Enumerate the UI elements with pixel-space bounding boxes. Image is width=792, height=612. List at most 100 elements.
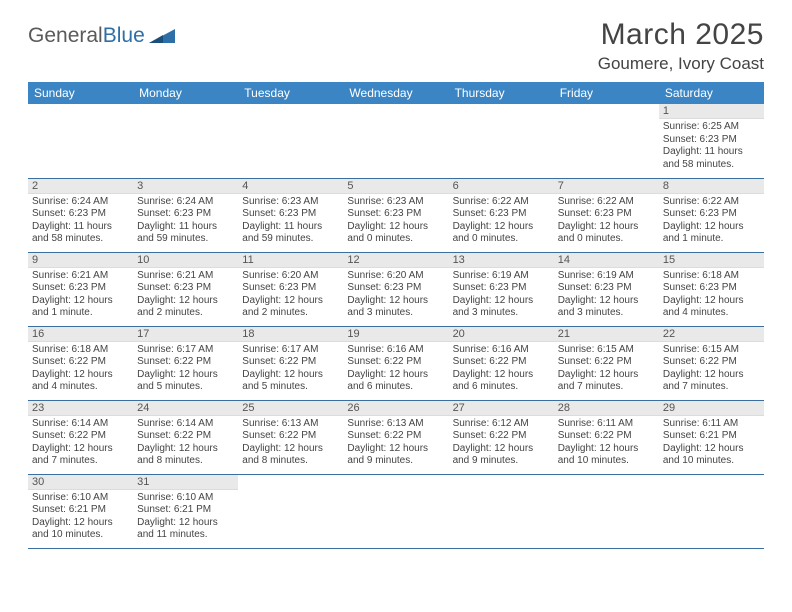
daylight-text: Daylight: 12 hours and 5 minutes. xyxy=(137,369,234,394)
sunset-text: Sunset: 6:23 PM xyxy=(32,282,129,295)
sunrise-text: Sunrise: 6:19 AM xyxy=(558,270,655,283)
day-number: 24 xyxy=(133,401,238,416)
day-details: Sunrise: 6:24 AMSunset: 6:23 PMDaylight:… xyxy=(28,194,133,249)
day-details: Sunrise: 6:17 AMSunset: 6:22 PMDaylight:… xyxy=(238,342,343,397)
logo-triangle-icon xyxy=(149,27,175,45)
day-header: Thursday xyxy=(449,82,554,104)
daylight-text: Daylight: 12 hours and 3 minutes. xyxy=(453,295,550,320)
empty-day xyxy=(449,104,554,118)
day-number: 17 xyxy=(133,327,238,342)
calendar-cell: 13Sunrise: 6:19 AMSunset: 6:23 PMDayligh… xyxy=(449,252,554,326)
calendar-cell: 20Sunrise: 6:16 AMSunset: 6:22 PMDayligh… xyxy=(449,326,554,400)
daylight-text: Daylight: 12 hours and 10 minutes. xyxy=(558,443,655,468)
day-number: 21 xyxy=(554,327,659,342)
day-number: 14 xyxy=(554,253,659,268)
day-number: 22 xyxy=(659,327,764,342)
daylight-text: Daylight: 11 hours and 58 minutes. xyxy=(32,221,129,246)
day-number: 26 xyxy=(343,401,448,416)
calendar-cell: 24Sunrise: 6:14 AMSunset: 6:22 PMDayligh… xyxy=(133,400,238,474)
day-details: Sunrise: 6:22 AMSunset: 6:23 PMDaylight:… xyxy=(554,194,659,249)
day-details: Sunrise: 6:18 AMSunset: 6:23 PMDaylight:… xyxy=(659,268,764,323)
day-number: 31 xyxy=(133,475,238,490)
logo-word2: Blue xyxy=(103,24,145,47)
day-number: 3 xyxy=(133,179,238,194)
calendar-cell: 9Sunrise: 6:21 AMSunset: 6:23 PMDaylight… xyxy=(28,252,133,326)
day-header: Monday xyxy=(133,82,238,104)
day-number: 18 xyxy=(238,327,343,342)
daylight-text: Daylight: 12 hours and 6 minutes. xyxy=(347,369,444,394)
day-number: 4 xyxy=(238,179,343,194)
day-details: Sunrise: 6:14 AMSunset: 6:22 PMDaylight:… xyxy=(28,416,133,471)
sunset-text: Sunset: 6:23 PM xyxy=(558,282,655,295)
day-header: Friday xyxy=(554,82,659,104)
day-details: Sunrise: 6:13 AMSunset: 6:22 PMDaylight:… xyxy=(238,416,343,471)
sunset-text: Sunset: 6:21 PM xyxy=(663,430,760,443)
empty-day xyxy=(238,104,343,118)
calendar-cell: 14Sunrise: 6:19 AMSunset: 6:23 PMDayligh… xyxy=(554,252,659,326)
sunset-text: Sunset: 6:23 PM xyxy=(137,208,234,221)
calendar-cell: 29Sunrise: 6:11 AMSunset: 6:21 PMDayligh… xyxy=(659,400,764,474)
calendar-cell xyxy=(28,104,133,178)
calendar-cell: 4Sunrise: 6:23 AMSunset: 6:23 PMDaylight… xyxy=(238,178,343,252)
location: Goumere, Ivory Coast xyxy=(598,54,764,74)
calendar-cell xyxy=(343,104,448,178)
sunrise-text: Sunrise: 6:21 AM xyxy=(137,270,234,283)
day-header: Wednesday xyxy=(343,82,448,104)
daylight-text: Daylight: 12 hours and 2 minutes. xyxy=(242,295,339,320)
sunset-text: Sunset: 6:22 PM xyxy=(347,356,444,369)
sunrise-text: Sunrise: 6:15 AM xyxy=(663,344,760,357)
daylight-text: Daylight: 12 hours and 8 minutes. xyxy=(242,443,339,468)
sunset-text: Sunset: 6:23 PM xyxy=(32,208,129,221)
day-number: 12 xyxy=(343,253,448,268)
day-details: Sunrise: 6:11 AMSunset: 6:21 PMDaylight:… xyxy=(659,416,764,471)
day-details: Sunrise: 6:11 AMSunset: 6:22 PMDaylight:… xyxy=(554,416,659,471)
calendar-cell xyxy=(449,104,554,178)
daylight-text: Daylight: 12 hours and 1 minute. xyxy=(32,295,129,320)
empty-day xyxy=(659,475,764,489)
calendar-cell xyxy=(133,104,238,178)
sunrise-text: Sunrise: 6:16 AM xyxy=(347,344,444,357)
daylight-text: Daylight: 12 hours and 4 minutes. xyxy=(32,369,129,394)
calendar-cell: 12Sunrise: 6:20 AMSunset: 6:23 PMDayligh… xyxy=(343,252,448,326)
sunset-text: Sunset: 6:23 PM xyxy=(242,208,339,221)
daylight-text: Daylight: 12 hours and 0 minutes. xyxy=(347,221,444,246)
calendar-week: 2Sunrise: 6:24 AMSunset: 6:23 PMDaylight… xyxy=(28,178,764,252)
day-header: Saturday xyxy=(659,82,764,104)
day-details: Sunrise: 6:22 AMSunset: 6:23 PMDaylight:… xyxy=(449,194,554,249)
daylight-text: Daylight: 12 hours and 5 minutes. xyxy=(242,369,339,394)
empty-day xyxy=(449,475,554,489)
day-details: Sunrise: 6:12 AMSunset: 6:22 PMDaylight:… xyxy=(449,416,554,471)
sunset-text: Sunset: 6:22 PM xyxy=(558,356,655,369)
empty-day xyxy=(343,104,448,118)
daylight-text: Daylight: 12 hours and 9 minutes. xyxy=(347,443,444,468)
day-number: 23 xyxy=(28,401,133,416)
day-header: Tuesday xyxy=(238,82,343,104)
calendar-cell: 23Sunrise: 6:14 AMSunset: 6:22 PMDayligh… xyxy=(28,400,133,474)
sunset-text: Sunset: 6:22 PM xyxy=(137,430,234,443)
sunrise-text: Sunrise: 6:23 AM xyxy=(242,196,339,209)
daylight-text: Daylight: 12 hours and 10 minutes. xyxy=(32,517,129,542)
calendar-cell: 2Sunrise: 6:24 AMSunset: 6:23 PMDaylight… xyxy=(28,178,133,252)
daylight-text: Daylight: 12 hours and 7 minutes. xyxy=(558,369,655,394)
day-number: 13 xyxy=(449,253,554,268)
day-details: Sunrise: 6:22 AMSunset: 6:23 PMDaylight:… xyxy=(659,194,764,249)
logo: GeneralBlue xyxy=(28,24,175,48)
day-number: 19 xyxy=(343,327,448,342)
sunrise-text: Sunrise: 6:20 AM xyxy=(347,270,444,283)
sunrise-text: Sunrise: 6:11 AM xyxy=(663,418,760,431)
sunrise-text: Sunrise: 6:11 AM xyxy=(558,418,655,431)
daylight-text: Daylight: 12 hours and 7 minutes. xyxy=(32,443,129,468)
calendar-cell: 18Sunrise: 6:17 AMSunset: 6:22 PMDayligh… xyxy=(238,326,343,400)
sunrise-text: Sunrise: 6:22 AM xyxy=(453,196,550,209)
sunrise-text: Sunrise: 6:17 AM xyxy=(137,344,234,357)
sunrise-text: Sunrise: 6:20 AM xyxy=(242,270,339,283)
sunset-text: Sunset: 6:23 PM xyxy=(663,134,760,147)
sunrise-text: Sunrise: 6:18 AM xyxy=(32,344,129,357)
empty-day xyxy=(554,104,659,118)
sunset-text: Sunset: 6:23 PM xyxy=(663,282,760,295)
day-number: 30 xyxy=(28,475,133,490)
day-details: Sunrise: 6:23 AMSunset: 6:23 PMDaylight:… xyxy=(343,194,448,249)
day-details: Sunrise: 6:17 AMSunset: 6:22 PMDaylight:… xyxy=(133,342,238,397)
sunset-text: Sunset: 6:23 PM xyxy=(347,282,444,295)
sunset-text: Sunset: 6:22 PM xyxy=(347,430,444,443)
